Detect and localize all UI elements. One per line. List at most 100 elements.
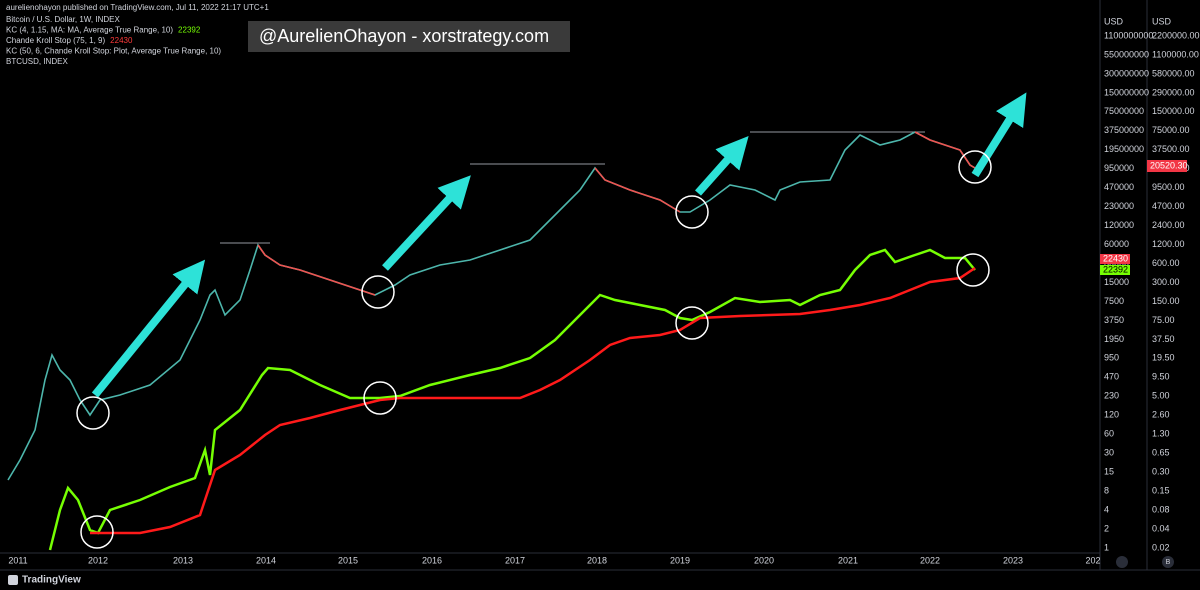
legend-text: KC (4, 1.15, MA: MA, Average True Range,…: [6, 26, 173, 35]
price-scale-label: 37.50: [1152, 334, 1175, 344]
watermark-box: [248, 21, 570, 52]
time-scale-label: 2020: [754, 555, 774, 565]
price-scale-label: 1.30: [1152, 429, 1170, 439]
price-line: [7, 131, 976, 481]
axis-unit: USD: [1152, 16, 1172, 26]
price-scale-label: 950: [1104, 353, 1119, 363]
legend-value: 22430: [110, 36, 133, 45]
time-scale-label: 2017: [505, 555, 525, 565]
price-decline: [257, 131, 976, 296]
price-scale-label: 60000: [1104, 239, 1129, 249]
price-scale-label: 15: [1104, 467, 1114, 477]
price-scale-label: 3750: [1104, 315, 1124, 325]
price-scale-label: 1: [1104, 542, 1109, 552]
price-scale-label: 4700.00: [1152, 201, 1185, 211]
price-scale-label: 0.15: [1152, 485, 1170, 495]
axis-unit: USD: [1104, 16, 1124, 26]
price-scale-label: 1200.00: [1152, 239, 1185, 249]
price-scale-label: 0.65: [1152, 448, 1170, 458]
price-tag-label: 22430: [1103, 253, 1128, 263]
kc-line: [48, 248, 976, 551]
price-tag: [1147, 160, 1187, 172]
price-tag: [1100, 265, 1130, 275]
time-scale-label: 2022: [920, 555, 940, 565]
price-scale-label: 75000000: [1104, 106, 1144, 116]
price-scale-label: 4: [1104, 504, 1109, 514]
price-scale-label: 230: [1104, 391, 1119, 401]
time-scale-label: 2014: [256, 555, 276, 565]
price-scale-label: 19500000: [1104, 144, 1144, 154]
time-scale-label: 2016: [422, 555, 442, 565]
price-scale-label: 950000: [1104, 163, 1134, 173]
price-scale-label: 470: [1104, 372, 1119, 382]
price-scale-label: 300000000: [1104, 68, 1149, 78]
price-scale-label: 0.04: [1152, 523, 1170, 533]
time-scale-label: 2012: [88, 555, 108, 565]
price-scale-label: 550000000: [1104, 49, 1149, 59]
price-scale-label: 470000: [1104, 182, 1134, 192]
price-tag-label: 20520.30: [1150, 160, 1188, 170]
settings-button[interactable]: [1116, 556, 1128, 568]
time-scale-label: 2021: [838, 555, 858, 565]
price-tag: [1100, 254, 1130, 264]
price-scale-label: 15000: [1104, 277, 1129, 287]
price-scale-label: 37500000: [1104, 125, 1144, 135]
price-scale-label: 1100000000: [1104, 30, 1153, 40]
time-scale-label: 2011: [8, 555, 27, 565]
price-scale-label: 37500.00: [1152, 144, 1190, 154]
price-scale-label: 0.30: [1152, 467, 1170, 477]
scale-button[interactable]: [1162, 556, 1174, 568]
price-scale-label: 30: [1104, 448, 1114, 458]
price-scale-label: 75.00: [1152, 315, 1175, 325]
price-scale-label: 600.00: [1152, 258, 1180, 268]
time-scale-label: 2023: [1003, 555, 1023, 565]
level-lines: [220, 131, 925, 244]
price-scale-label: 2.60: [1152, 410, 1170, 420]
price-scale-label: 60: [1104, 429, 1114, 439]
published-line: aurelienohayon published on TradingView.…: [6, 3, 269, 12]
price-scale-label: 580000.00: [1152, 68, 1195, 78]
price-scale-label: 9500.00: [1152, 182, 1185, 192]
price-scale-label: 150000.00: [1152, 106, 1195, 116]
price-scale-label: 290000.00: [1152, 87, 1195, 97]
trend-arrows: [91, 92, 1027, 398]
price-scale-label: 230000: [1104, 201, 1134, 211]
price-scale-label: 9.50: [1152, 372, 1170, 382]
price-scale-label: 300.00: [1152, 277, 1180, 287]
price-scale-label: 0.02: [1152, 542, 1170, 552]
price-scale-label: 120: [1104, 410, 1119, 420]
price-scale-label: 1100000.00: [1152, 49, 1199, 59]
brand: TradingView: [22, 575, 81, 586]
price-scale-label: 120000: [1104, 220, 1134, 230]
scale-button-label[interactable]: B: [1166, 559, 1171, 566]
time-scale-label: 202: [1085, 555, 1100, 565]
brand-logo: [8, 575, 18, 585]
price-scale-label: 19.50: [1152, 353, 1175, 363]
legend-text: Chande Kroll Stop (75, 1, 9): [6, 36, 106, 45]
time-scale-label: 2019: [670, 555, 690, 565]
price-scale-label: 5.00: [1152, 391, 1170, 401]
highlight-circles: [76, 150, 992, 549]
price-scale-label: 1950: [1104, 334, 1124, 344]
price-scale-label: 2400.00: [1152, 220, 1185, 230]
watermark: @AurelienOhayon - xorstrategy.com: [259, 26, 549, 46]
time-scale-label: 2015: [338, 555, 358, 565]
price-scale-label: 2200000.00: [1152, 30, 1200, 40]
price-scale-label: 8: [1104, 485, 1109, 495]
price-scale-label: 7500: [1104, 296, 1124, 306]
legend-value: 22392: [178, 26, 201, 35]
price-scale-label: 150.00: [1152, 296, 1180, 306]
price-scale-label: 75000.00: [1152, 125, 1190, 135]
price-scale-label: 0.08: [1152, 504, 1170, 514]
chande-kroll-line: [90, 266, 976, 535]
price-tag-label: 22392: [1103, 264, 1128, 274]
legend-text: Bitcoin / U.S. Dollar, 1W, INDEX: [6, 15, 120, 24]
legend-text: KC (50, 6, Chande Kroll Stop: Plot, Aver…: [6, 47, 221, 56]
price-scale-label: 150000000: [1104, 87, 1149, 97]
time-scale-label: 2018: [587, 555, 607, 565]
time-scale-label: 2013: [173, 555, 193, 565]
legend-text: BTCUSD, INDEX: [6, 57, 68, 66]
price-scale-label: 2: [1104, 523, 1109, 533]
